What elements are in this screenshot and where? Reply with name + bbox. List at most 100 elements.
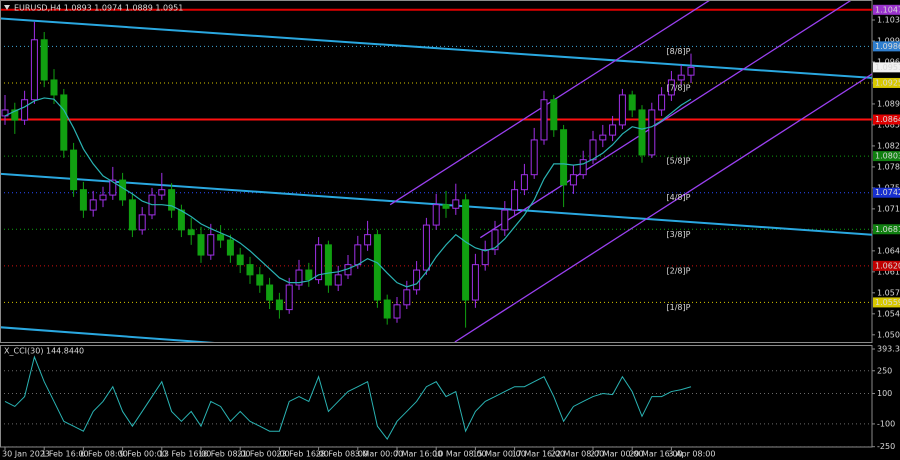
level-tag <box>873 260 900 271</box>
symbol-icon <box>4 5 10 10</box>
level-name: [8/8]P <box>667 47 691 56</box>
y-tick-label: 1.1030 <box>877 15 900 24</box>
chart-title: EURUSD,H4 1.0893 1.0974 1.0889 1.0951 <box>14 4 183 13</box>
x-tick-label: 10 Mar 08:00 <box>433 450 486 459</box>
candle-body <box>295 269 303 286</box>
level-name: [1/8]P <box>667 303 691 312</box>
price-tag-label: 1.0951 <box>875 63 900 72</box>
level-name: [7/8]P <box>667 83 691 92</box>
candle-body <box>511 189 519 211</box>
y-tick-label: 1.0890 <box>877 99 900 108</box>
y-tick-label: 1.0715 <box>877 204 900 213</box>
candle-body <box>158 189 166 196</box>
level-tag-label: 1.0925 <box>875 78 900 87</box>
candle-body <box>422 224 430 271</box>
trendline <box>389 1 710 206</box>
candle-body <box>226 239 234 256</box>
candle-body <box>334 274 342 286</box>
candle-body <box>50 79 58 96</box>
candle-body <box>609 124 617 136</box>
x-tick-label: 27 Mar 00:00 <box>590 450 643 459</box>
x-tick-label: 1 Feb 16:00 <box>41 450 88 459</box>
candle-body <box>658 94 666 111</box>
level-tag-label: 1.0986 <box>875 42 900 51</box>
candle-body <box>383 299 391 319</box>
y-tick-label: 1.0960 <box>877 57 900 66</box>
candle-body <box>442 204 450 209</box>
y-tick-label: 1.0995 <box>877 36 900 45</box>
candle-body <box>648 109 656 156</box>
x-tick-label: 9 Feb 00:00 <box>120 450 167 459</box>
trendline <box>1 326 215 342</box>
y-tick-label: 1.0785 <box>877 162 900 171</box>
candle-body <box>540 99 548 141</box>
candle-body <box>364 234 372 246</box>
level-tag <box>873 297 900 308</box>
x-tick-label: 3 Apr 08:00 <box>668 450 715 459</box>
candle-body <box>687 66 695 76</box>
level-tag <box>873 114 900 125</box>
trendline <box>1 17 872 79</box>
level-name: [3/8]P <box>667 230 691 239</box>
candle-body <box>667 79 675 96</box>
candle-body <box>305 269 313 281</box>
candle-body <box>79 189 87 211</box>
candle-body <box>236 254 244 266</box>
indicator-pane <box>0 345 873 448</box>
level-name: [5/8]P <box>667 157 691 166</box>
candle-body <box>501 209 509 231</box>
level-name: [4/8]P <box>667 193 691 202</box>
candle-body <box>403 289 411 306</box>
price-tag <box>873 62 900 73</box>
y-tick-label: 1.0540 <box>877 309 900 318</box>
candle-body <box>21 99 29 121</box>
candle-body <box>413 269 421 291</box>
y-tick-label: 1.0610 <box>877 267 900 276</box>
y-tick-label: 1.0855 <box>877 120 900 129</box>
x-tick-label: 7 Mar 16:00 <box>394 450 442 459</box>
level-tag <box>873 224 900 235</box>
level-tag-label: 1.1047 <box>875 5 900 14</box>
level-tag-label: 1.0803 <box>875 152 900 161</box>
level-tag-label: 1.0742 <box>875 188 900 197</box>
candle-body <box>373 234 381 301</box>
candle-body <box>638 109 646 156</box>
level-name: [2/8]P <box>667 266 691 275</box>
x-tick-label: 28 Feb 08:00 <box>316 450 368 459</box>
x-tick-label: 17 Mar 16:00 <box>512 450 565 459</box>
candle-body <box>177 209 185 231</box>
candle-body <box>491 229 499 251</box>
moving-average <box>4 97 692 288</box>
candle-body <box>256 274 264 286</box>
candle-body <box>119 179 127 201</box>
level-tag <box>873 77 900 88</box>
candle-body <box>354 244 362 266</box>
candle-body <box>530 139 538 176</box>
x-tick-label: 23 Feb 16:00 <box>276 450 328 459</box>
main-plot <box>1 1 872 342</box>
candle-body <box>462 199 470 301</box>
candle-body <box>128 199 136 231</box>
level-tag-label: 1.0681 <box>875 225 900 234</box>
level-tag-label: 1.0620 <box>875 261 900 270</box>
trendline <box>479 1 852 239</box>
x-tick-label: 6 Feb 08:00 <box>80 450 127 459</box>
y-tick-label: 393.3341 <box>877 344 900 353</box>
indicator-plot <box>1 355 872 447</box>
candle-body <box>520 174 528 191</box>
candle-body <box>89 199 97 211</box>
y-tick-label: 100 <box>877 389 892 398</box>
candle-body <box>109 179 117 196</box>
candle-body <box>618 94 626 126</box>
x-tick-label: 15 Mar 00:00 <box>472 450 525 459</box>
candle-body <box>393 304 401 319</box>
y-tick-label: 1.0820 <box>877 141 900 150</box>
level-tag <box>873 41 900 52</box>
candle-body <box>628 94 636 111</box>
y-tick-label: 1.0505 <box>877 330 900 339</box>
candle-body <box>285 284 293 311</box>
candle-body <box>275 299 283 311</box>
candle-body <box>560 129 568 186</box>
